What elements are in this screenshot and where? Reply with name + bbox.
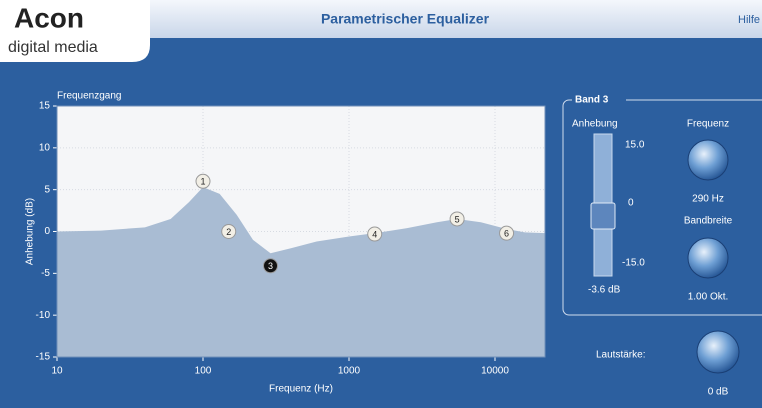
gain-max: 15.0 [625, 140, 645, 151]
band-title-bg [572, 94, 626, 106]
x-tick-label: 100 [195, 366, 212, 377]
band-node-label: 3 [268, 261, 273, 271]
help-link[interactable]: Hilfe [738, 14, 760, 26]
plot-frame [56, 105, 546, 358]
y-tick-label: -5 [41, 268, 50, 279]
y-tick-label: 0 [44, 226, 50, 237]
x-tick-label: 10000 [481, 366, 509, 377]
y-tick-label: 10 [39, 142, 51, 153]
freq-label: Frequenz [687, 119, 729, 130]
band-node-label: 6 [504, 229, 509, 239]
band-node[interactable] [499, 225, 515, 241]
x-tick-label: 10 [51, 366, 63, 377]
band-node[interactable] [221, 224, 237, 239]
width-label: Bandbreite [684, 216, 733, 227]
band-node[interactable] [367, 226, 383, 242]
gain-label: Anhebung [572, 119, 618, 130]
band-node[interactable] [195, 173, 211, 189]
y-axis-label: Anhebung (dB) [25, 198, 36, 265]
gain-mid: 0 [628, 198, 634, 209]
volume-label: Lautstärke: [596, 350, 645, 361]
freq-knob[interactable] [687, 139, 729, 181]
gain-min: -15.0 [622, 258, 645, 269]
logo-sub: digital media [8, 39, 98, 56]
y-tick-label: -15 [36, 352, 51, 363]
band-node-label: 5 [455, 214, 460, 224]
x-axis-label: Frequenz (Hz) [269, 384, 333, 395]
response-area [57, 187, 545, 357]
band-node-label: 1 [200, 177, 205, 187]
gain-slider-thumb[interactable] [590, 202, 616, 230]
chart-title: Frequenzgang [57, 91, 122, 102]
band-node-label: 2 [226, 227, 231, 237]
x-tick-label: 1000 [338, 366, 361, 377]
band-node[interactable] [263, 258, 279, 274]
y-tick-label: 5 [44, 184, 50, 195]
band-node[interactable] [449, 211, 465, 227]
y-tick-label: 15 [39, 101, 51, 112]
logo: Acon [14, 2, 84, 33]
band-node-label: 4 [372, 229, 377, 239]
logo-tab [0, 0, 150, 62]
volume-knob[interactable] [696, 330, 740, 374]
band-panel [562, 99, 762, 316]
gain-value: -3.6 dB [588, 285, 621, 296]
freq-value: 290 Hz [692, 194, 724, 205]
width-value: 1.00 Okt. [688, 292, 729, 303]
volume-value: 0 dB [708, 387, 729, 398]
band-title: Band 3 [575, 95, 609, 106]
width-knob[interactable] [687, 237, 729, 279]
window-title: Parametrischer Equalizer [321, 11, 490, 27]
y-tick-label: -10 [36, 310, 51, 321]
